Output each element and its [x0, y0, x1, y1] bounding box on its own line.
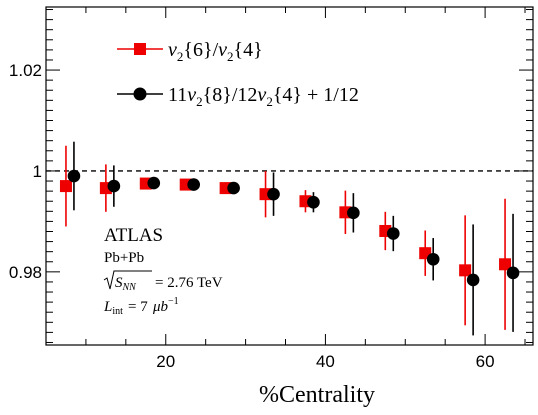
x-axis-title: %Centrality — [259, 382, 375, 408]
data-point-circle — [67, 169, 81, 183]
data-point-square — [419, 247, 432, 260]
y-tick-label: 1.02 — [9, 61, 42, 80]
legend-marker-circle — [133, 87, 147, 101]
legend-entry-ratio-8-4: 11v2{8}/12v2{4} + 1/12 — [117, 84, 359, 109]
data-point-circle — [107, 179, 121, 193]
data-point-circle — [506, 266, 520, 280]
data-point-circle — [267, 187, 280, 201]
data-point-circle — [227, 181, 240, 195]
energy-label: SNN = 2.76 TeV — [103, 270, 223, 293]
data-point-circle — [426, 252, 440, 266]
plot-frame — [45, 6, 534, 346]
luminosity-symbol: Lint — [103, 299, 123, 317]
data-point-circle — [386, 227, 400, 240]
legend-label-ratio-8-4: 11v2{8}/12v2{4} + 1/12 — [168, 84, 359, 109]
energy-symbol: SNN — [115, 275, 137, 293]
data-point-square — [459, 264, 472, 277]
data-point-square — [499, 258, 512, 271]
axis-ticks — [46, 7, 533, 345]
legend-marker-square — [134, 43, 146, 55]
legend-entry-ratio-6-4: v2{6}/v2{4} — [117, 39, 263, 64]
data-point-circle — [347, 206, 360, 220]
energy-value: = 2.76 TeV — [155, 275, 223, 291]
y-tick-label: 0.98 — [9, 263, 42, 282]
tick-labels: 20 40 60 0.98 1 1.02 — [9, 61, 495, 371]
legend: v2{6}/v2{4} 11v2{8}/12v2{4} + 1/12 — [117, 39, 359, 109]
data-point-circle — [307, 195, 320, 209]
data-point-square — [59, 180, 72, 193]
experiment-label: ATLAS — [104, 225, 163, 246]
series-layer — [59, 141, 520, 336]
luminosity-unit: μb−1 — [152, 296, 179, 315]
collision-system-label: Pb+Pb — [104, 250, 144, 266]
data-point-circle — [466, 273, 480, 287]
x-tick-label: 40 — [316, 352, 335, 371]
sqrt-sign-icon — [103, 270, 152, 290]
legend-label-ratio-6-4: v2{6}/v2{4} — [168, 39, 263, 64]
series-ratio-6-4 — [59, 145, 512, 330]
data-point-circle — [187, 178, 200, 191]
data-point-circle — [147, 176, 161, 190]
luminosity-value: = 7 — [128, 299, 148, 315]
annotation-block: ATLAS Pb+Pb SNN = 2.76 TeV Lint = 7 μb−1 — [103, 225, 223, 317]
x-tick-label: 20 — [156, 352, 175, 371]
series-ratio-8-4 — [67, 141, 520, 336]
luminosity-label: Lint = 7 μb−1 — [103, 296, 179, 317]
x-tick-label: 60 — [476, 352, 495, 371]
y-tick-label: 1 — [33, 162, 42, 181]
